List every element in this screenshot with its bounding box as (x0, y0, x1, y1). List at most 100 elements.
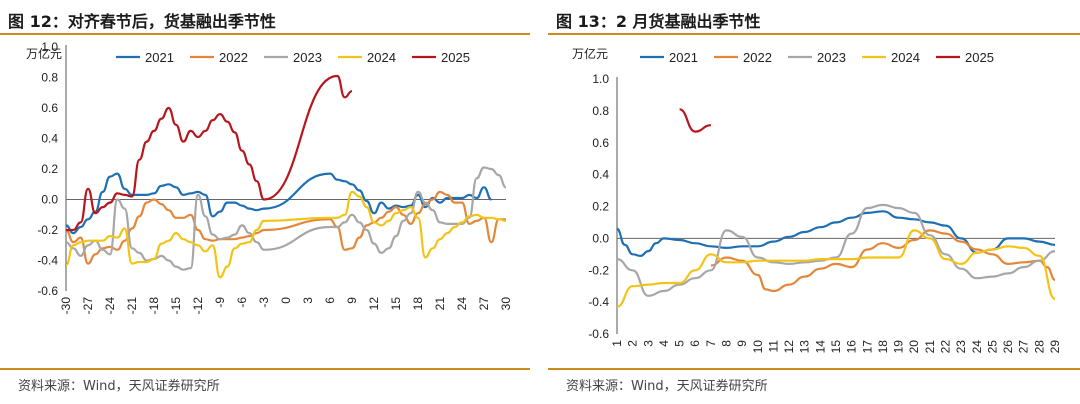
line-chart-13: 万亿元 2021 2022 2023 2024 20251.00.80.60.40.20.… (572, 46, 1062, 354)
x-tick-label: 16 (845, 340, 859, 354)
x-tick-label: 17 (860, 340, 874, 354)
legend-label-2022: 2022 (743, 50, 772, 65)
x-tick-label: -6 (235, 297, 249, 308)
x-tick-label: 9 (735, 340, 749, 347)
x-tick-label: 18 (411, 297, 425, 311)
x-tick-label: 30 (499, 297, 513, 311)
y-tick-label: 0.4 (41, 132, 58, 146)
legend-label-2025: 2025 (965, 50, 994, 65)
chart-panel-right: 图 13：2 月货基融出季节性 万亿元 2021 2022 2023 2024 2025 1… (548, 0, 1080, 404)
legend-label-2023: 2023 (293, 50, 322, 65)
x-tick-label: 10 (751, 340, 765, 354)
legend-label-2024: 2024 (891, 50, 920, 65)
x-tick-label: -24 (103, 297, 117, 315)
x-tick-label: 6 (688, 340, 702, 347)
series-line-2023 (616, 203, 1056, 297)
x-tick-label: 9 (345, 297, 359, 304)
series-line-2022 (65, 190, 506, 265)
source-rule (0, 368, 530, 370)
figure-title: 图 12：对齐春节后，货基融出季节性 (8, 12, 276, 31)
x-tick-label: 13 (798, 340, 812, 354)
title-rule (548, 33, 1080, 35)
x-tick-label: 5 (673, 340, 687, 347)
x-tick-label: 6 (323, 297, 337, 304)
y-tick-label: -0.6 (37, 284, 58, 298)
x-tick-label: 23 (954, 340, 968, 354)
y-axis-unit: 万亿元 (572, 46, 608, 61)
legend-label-2024: 2024 (367, 50, 396, 65)
source-note: 资料来源：Wind，天风证券研究所 (566, 379, 768, 394)
x-tick-label: -18 (147, 297, 161, 315)
y-tick-label: 0.4 (592, 168, 609, 182)
legend-label-2023: 2023 (817, 50, 846, 65)
x-tick-label: 0 (279, 297, 293, 304)
y-tick-label: 0.8 (592, 104, 609, 118)
y-tick-label: 0.8 (41, 71, 58, 85)
x-tick-label: 26 (1001, 340, 1015, 354)
x-tick-label: 28 (1032, 340, 1046, 354)
x-tick-label: 11 (766, 340, 780, 353)
source-rule (548, 368, 1080, 370)
series-line-2022 (710, 229, 1056, 293)
x-tick-label: 2 (626, 340, 640, 347)
y-tick-label: 0.0 (41, 193, 58, 207)
x-tick-label: 24 (970, 340, 984, 354)
series-line-2024 (616, 229, 1056, 308)
x-tick-label: 24 (455, 297, 469, 311)
x-tick-label: -9 (213, 297, 227, 308)
x-tick-label: 18 (876, 340, 890, 354)
x-tick-label: 3 (301, 297, 315, 304)
x-tick-label: 25 (985, 340, 999, 354)
x-tick-label: -30 (59, 297, 73, 315)
y-tick-label: 0.2 (592, 200, 609, 214)
y-tick-label: -0.6 (588, 327, 609, 341)
x-tick-label: -3 (257, 297, 271, 308)
x-tick-label: 14 (813, 340, 827, 354)
legend-label-2021: 2021 (145, 50, 174, 65)
x-tick-label: 19 (892, 340, 906, 354)
x-tick-label: -27 (81, 297, 95, 315)
x-tick-label: 12 (367, 297, 381, 311)
x-tick-label: -15 (169, 297, 183, 315)
x-tick-label: 8 (720, 340, 734, 347)
x-tick-label: 3 (641, 340, 655, 347)
y-tick-label: 0.0 (592, 231, 609, 245)
x-tick-label: 12 (782, 340, 796, 354)
y-tick-label: -0.2 (588, 263, 609, 277)
x-tick-label: 15 (389, 297, 403, 311)
line-chart-12: 万亿元 2021 2022 2023 2024 2025 1.0 0.8 0.6 0.4 0.2 0.… (26, 40, 513, 315)
y-axis-unit: 万亿元 (26, 46, 62, 61)
x-tick-label: 7 (704, 340, 718, 347)
figure-title: 图 13：2 月货基融出季节性 (556, 12, 761, 31)
x-tick-label: 29 (1048, 340, 1062, 354)
series-line-2025 (65, 74, 353, 232)
x-tick-label: 15 (829, 340, 843, 354)
x-tick-label: 21 (433, 297, 447, 311)
title-rule (0, 33, 530, 35)
x-tick-label: 27 (1017, 340, 1031, 354)
series-line-2023 (65, 166, 507, 271)
series-line-2024 (65, 190, 507, 279)
x-tick-label: 27 (477, 297, 491, 311)
x-tick-label: 1 (610, 340, 624, 347)
y-tick-label: 1.0 (592, 72, 609, 86)
y-tick-label: 0.6 (41, 101, 58, 115)
y-tick-label: 1.0 (41, 40, 58, 54)
legend-label-2025: 2025 (441, 50, 470, 65)
source-note: 资料来源：Wind，天风证券研究所 (18, 379, 220, 394)
series-line-2025 (679, 108, 711, 133)
legend-label-2021: 2021 (669, 50, 698, 65)
x-tick-label: 4 (657, 340, 671, 347)
legend-label-2022: 2022 (219, 50, 248, 65)
y-tick-label: 0.6 (592, 136, 609, 150)
chart-panel-left: 图 12：对齐春节后，货基融出季节性 万亿元 2021 2022 2023 2024 20… (0, 0, 530, 404)
x-tick-label: -21 (125, 297, 139, 315)
x-tick-label: 20 (907, 340, 921, 354)
x-tick-label: 22 (939, 340, 953, 354)
y-tick-label: -0.2 (37, 223, 58, 237)
y-tick-label: -0.4 (588, 295, 609, 309)
x-tick-label: -12 (191, 297, 205, 315)
x-tick-label: 21 (923, 340, 937, 354)
y-tick-label: -0.4 (37, 254, 58, 268)
y-tick-label: 0.2 (41, 162, 58, 176)
